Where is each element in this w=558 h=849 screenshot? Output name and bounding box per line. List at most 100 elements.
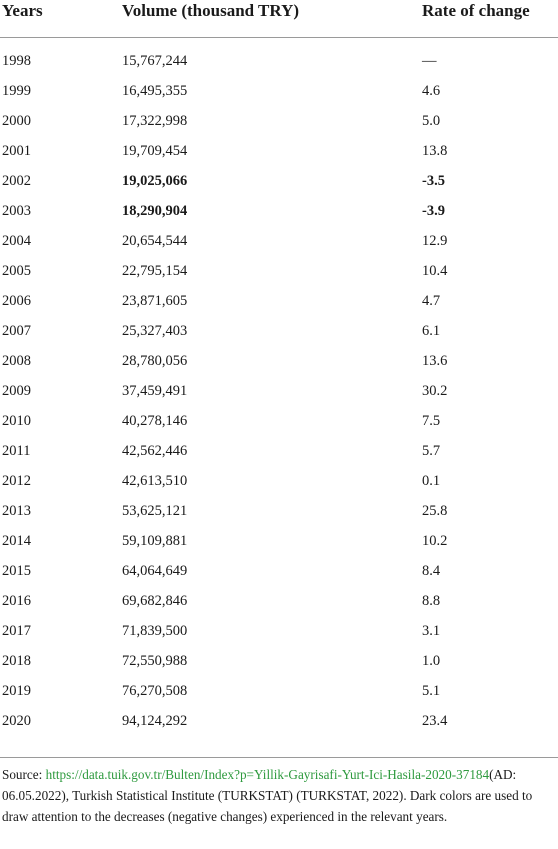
rate-cell: 1.0 [422, 653, 441, 669]
volume-cell: 37,459,491 [122, 383, 188, 399]
table-row: 2010 40,278,146 7.5 [0, 406, 558, 436]
table-row: 2009 37,459,491 30.2 [0, 376, 558, 406]
rate-cell: 5.0 [422, 113, 441, 129]
volume-cell: 19,025,066 [122, 173, 188, 189]
table-row: 2006 23,871,605 4.7 [0, 286, 558, 316]
rate-cell: 0.1 [422, 473, 441, 489]
header-years: Years [0, 0, 122, 38]
volume-cell: 17,322,998 [122, 113, 188, 129]
rate-cell: -3.5 [422, 173, 445, 189]
volume-table: Years Volume (thousand TRY) Rate of chan… [0, 0, 558, 737]
volume-cell: 40,278,146 [122, 413, 188, 429]
volume-cell: 19,709,454 [122, 143, 188, 159]
year-cell: 2000 [2, 113, 31, 129]
year-cell: 2019 [2, 683, 31, 699]
rate-cell: 25.8 [422, 503, 448, 519]
volume-cell: 22,795,154 [122, 263, 188, 279]
rate-cell: 10.2 [422, 533, 448, 549]
table-row: 2017 71,839,500 3.1 [0, 616, 558, 646]
rate-cell: 7.5 [422, 413, 441, 429]
rate-cell: 13.6 [422, 353, 448, 369]
volume-cell: 15,767,244 [122, 53, 188, 69]
year-cell: 2003 [2, 203, 31, 219]
year-cell: 2017 [2, 623, 31, 639]
table-row: 2019 76,270,508 5.1 [0, 676, 558, 706]
table-row: 2015 64,064,649 8.4 [0, 556, 558, 586]
table-row: 2005 22,795,154 10.4 [0, 256, 558, 286]
volume-cell: 69,682,846 [122, 593, 188, 609]
year-cell: 2009 [2, 383, 31, 399]
year-cell: 2015 [2, 563, 31, 579]
table-row: 2001 19,709,454 13.8 [0, 136, 558, 166]
table-header: Years Volume (thousand TRY) Rate of chan… [0, 0, 558, 38]
table-row: 2012 42,613,510 0.1 [0, 466, 558, 496]
footnote-text: (AD: 06.05.2022), Turkish Statistical In… [2, 767, 533, 824]
table-row: 2000 17,322,998 5.0 [0, 106, 558, 136]
rate-cell: 3.1 [422, 623, 441, 639]
volume-cell: 42,562,446 [122, 443, 188, 459]
year-cell: 2008 [2, 353, 31, 369]
rate-cell: 23.4 [422, 713, 448, 729]
year-cell: 2005 [2, 263, 31, 279]
footnote-divider [0, 757, 558, 758]
volume-cell: 94,124,292 [122, 713, 188, 729]
year-cell: 2007 [2, 323, 31, 339]
table-row: 2008 28,780,056 13.6 [0, 346, 558, 376]
volume-cell: 20,654,544 [122, 233, 188, 249]
year-cell: 2011 [2, 443, 31, 459]
volume-cell: 42,613,510 [122, 473, 188, 489]
volume-cell: 76,270,508 [122, 683, 188, 699]
table-row: 2007 25,327,403 6.1 [0, 316, 558, 346]
year-cell: 2002 [2, 173, 31, 189]
volume-cell: 53,625,121 [122, 503, 188, 519]
volume-cell: 64,064,649 [122, 563, 188, 579]
volume-cell: 16,495,355 [122, 83, 188, 99]
data-table-container: Years Volume (thousand TRY) Rate of chan… [0, 0, 558, 737]
year-cell: 2014 [2, 533, 31, 549]
volume-cell: 72,550,988 [122, 653, 188, 669]
rate-cell: 10.4 [422, 263, 448, 279]
table-row: 2016 69,682,846 8.8 [0, 586, 558, 616]
year-cell: 2020 [2, 713, 31, 729]
year-cell: 2001 [2, 143, 31, 159]
year-cell: 1999 [2, 83, 31, 99]
rate-cell: 8.8 [422, 593, 441, 609]
year-cell: 2016 [2, 593, 31, 609]
rate-cell: 8.4 [422, 563, 441, 579]
year-cell: 2010 [2, 413, 31, 429]
rate-cell: 5.1 [422, 683, 441, 699]
footnote-source-label: Source: [2, 767, 46, 782]
header-volume: Volume (thousand TRY) [122, 0, 422, 38]
rate-cell: -3.9 [422, 203, 445, 219]
year-cell: 2004 [2, 233, 31, 249]
year-cell: 2012 [2, 473, 31, 489]
volume-cell: 28,780,056 [122, 353, 188, 369]
table-row: 2013 53,625,121 25.8 [0, 496, 558, 526]
year-cell: 1998 [2, 53, 31, 69]
rate-cell: 4.6 [422, 83, 441, 99]
table-row: 1998 15,767,244 — [0, 46, 558, 76]
year-cell: 2018 [2, 653, 31, 669]
source-link[interactable]: https://data.tuik.gov.tr/Bulten/Index?p=… [45, 767, 490, 782]
rate-cell: 12.9 [422, 233, 448, 249]
table-row: 1999 16,495,355 4.6 [0, 76, 558, 106]
volume-cell: 59,109,881 [122, 533, 188, 549]
rate-cell: 4.7 [422, 293, 441, 309]
spacer-row [0, 38, 558, 47]
table-row: 2003 18,290,904 -3.9 [0, 196, 558, 226]
table-row: 2018 72,550,988 1.0 [0, 646, 558, 676]
table-row: 2011 42,562,446 5.7 [0, 436, 558, 466]
year-cell: 2006 [2, 293, 31, 309]
header-row: Years Volume (thousand TRY) Rate of chan… [0, 0, 558, 38]
header-rate-of-change: Rate of change [422, 0, 558, 38]
volume-cell: 23,871,605 [122, 293, 188, 309]
table-body: 1998 15,767,244 — 1999 16,495,355 4.6 2000 17,3… [0, 38, 558, 737]
table-row: 2002 19,025,066 -3.5 [0, 166, 558, 196]
volume-cell: 18,290,904 [122, 203, 188, 219]
rate-cell: 5.7 [422, 443, 441, 459]
table-row: 2004 20,654,544 12.9 [0, 226, 558, 256]
year-cell: 2013 [2, 503, 31, 519]
table-row: 2014 59,109,881 10.2 [0, 526, 558, 556]
rate-cell: 6.1 [422, 323, 441, 339]
table-row: 2020 94,124,292 23.4 [0, 706, 558, 736]
